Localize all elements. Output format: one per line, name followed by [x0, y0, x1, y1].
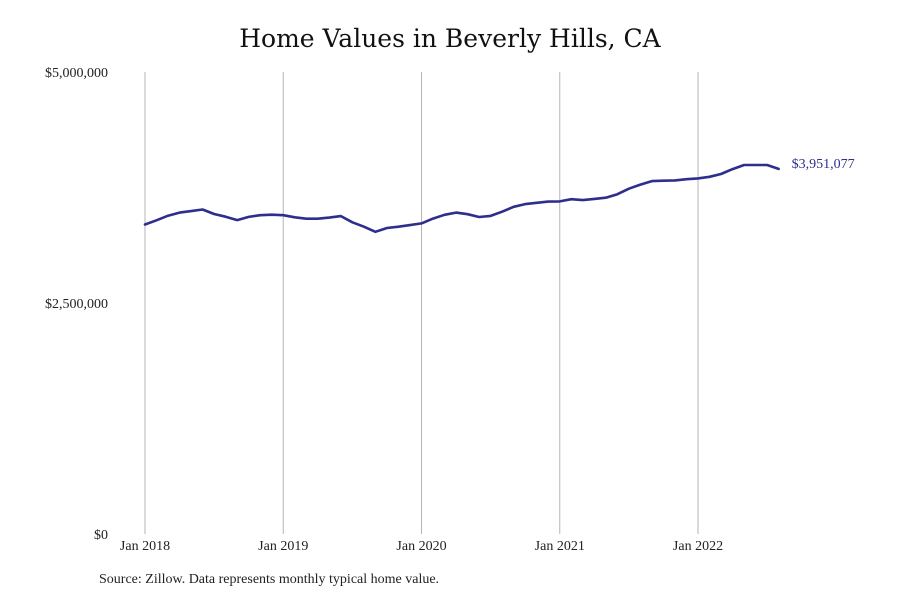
- y-tick-label: $0: [94, 528, 108, 543]
- vertical-gridlines: [144, 72, 699, 534]
- x-tick-label: Jan 2022: [673, 539, 723, 554]
- y-tick-label: $5,000,000: [45, 66, 108, 81]
- x-tick-label: Jan 2020: [396, 539, 446, 554]
- x-tick-label: Jan 2018: [120, 539, 170, 554]
- last-value-label: $3,951,077: [792, 157, 855, 172]
- series-line-home-value: [143, 163, 780, 234]
- x-axis-tick-labels: Jan 2018 Jan 2019 Jan 2020 Jan 2021 Jan 2022: [120, 539, 723, 554]
- chart-title: Home Values in Beverly Hills, CA: [239, 24, 661, 53]
- x-tick-label: Jan 2019: [258, 539, 308, 554]
- y-axis-tick-labels: $0 $2,500,000 $5,000,000: [45, 66, 108, 543]
- y-tick-label: $2,500,000: [45, 297, 108, 312]
- source-note: Source: Zillow. Data represents monthly …: [99, 572, 440, 587]
- x-tick-label: Jan 2021: [535, 539, 585, 554]
